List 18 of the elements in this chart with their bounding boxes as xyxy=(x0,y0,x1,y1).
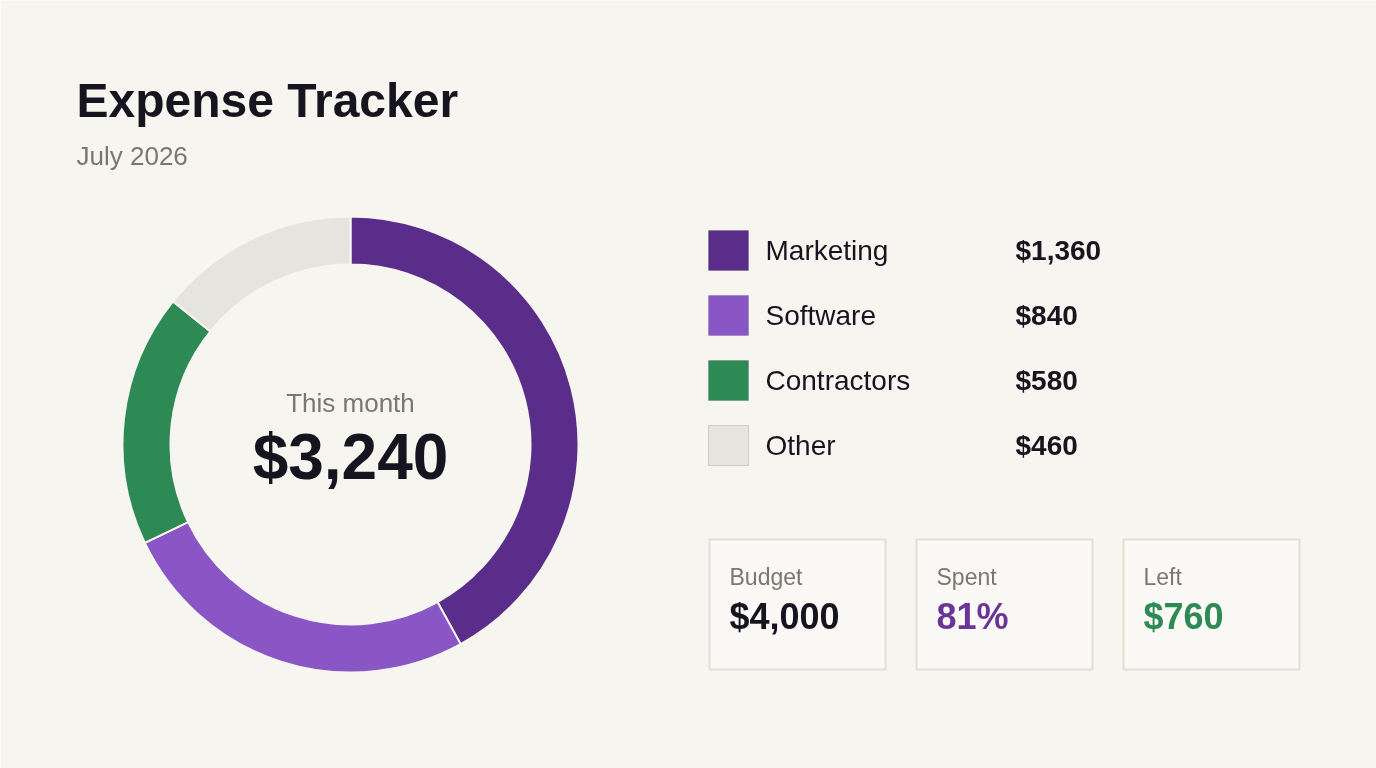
text: $4,000 xyxy=(729,596,840,637)
data-label: $840 xyxy=(1015,300,1078,331)
data-label: $1,360 xyxy=(1015,235,1102,266)
data-label: $460 xyxy=(1015,430,1078,461)
text: This month xyxy=(286,387,415,418)
text: Budget xyxy=(729,563,804,590)
legend-label: Contractors xyxy=(765,365,911,396)
chart-subtitle: July 2026 xyxy=(76,140,188,171)
text: $3,240 xyxy=(252,420,449,493)
legend-label: Marketing xyxy=(765,235,889,266)
text: Spent xyxy=(936,563,998,590)
text: 81% xyxy=(936,596,1009,637)
legend-label: Software xyxy=(765,300,876,331)
chart-title: Expense Tracker xyxy=(76,74,459,127)
data-label: $580 xyxy=(1015,365,1078,396)
text: $760 xyxy=(1143,596,1224,637)
legend-label: Other xyxy=(765,430,836,461)
text: Left xyxy=(1143,563,1183,590)
